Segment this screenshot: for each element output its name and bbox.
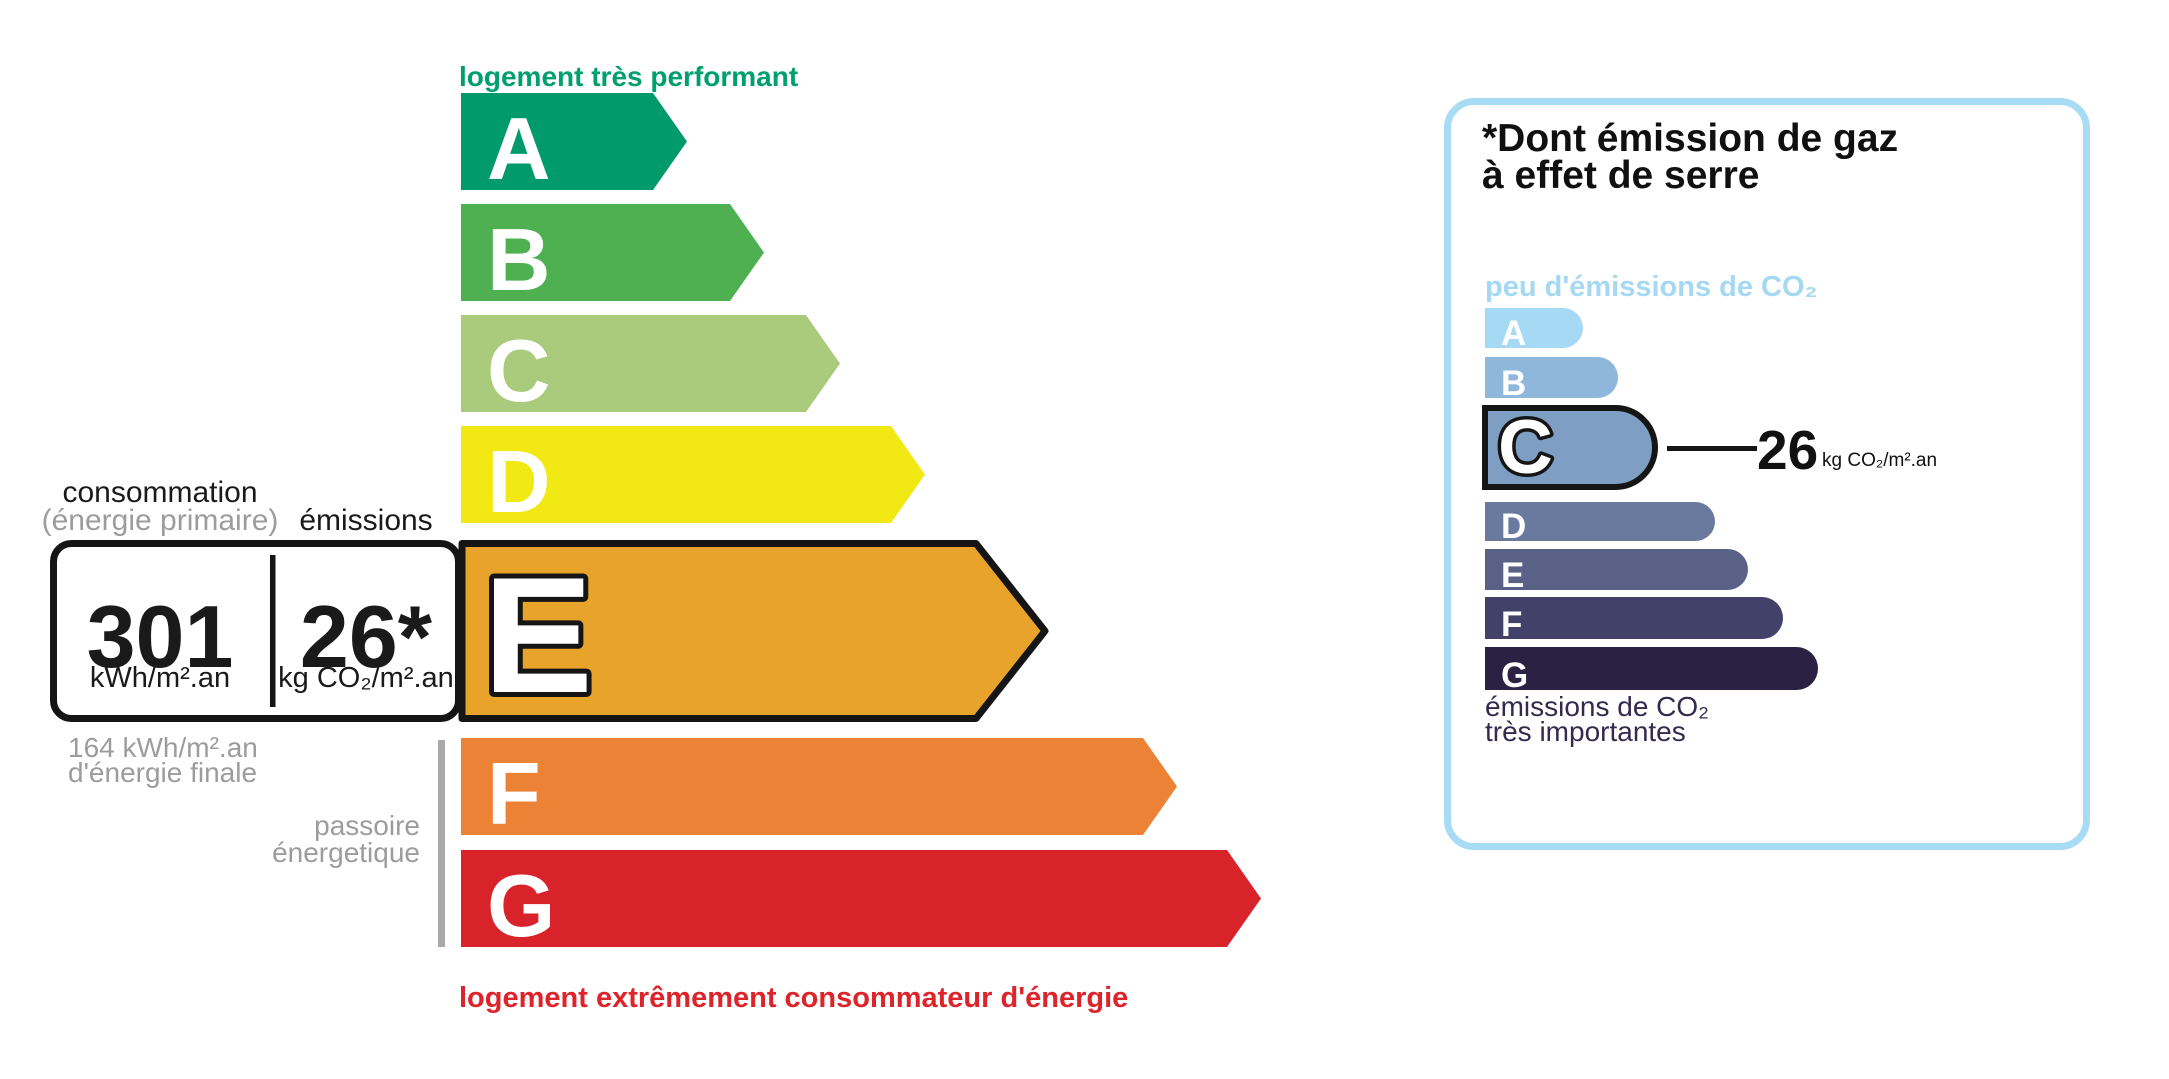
co2-value-connector-line — [1667, 446, 1757, 451]
co2-bottom-label-line1: émissions de CO₂ — [1485, 691, 1710, 722]
energy-class-bar-F: F — [461, 738, 1177, 835]
consumption-subheader: (énergie primaire) — [41, 504, 279, 537]
energy-class-letter: D — [487, 431, 551, 531]
co2-bottom-label-line2: très importantes — [1485, 716, 1686, 747]
co2-class-bar-D: D — [1485, 502, 1715, 546]
value-box-divider — [270, 555, 276, 707]
emissions-value: 26* — [299, 587, 433, 686]
selected-energy-class-letter: E — [483, 543, 593, 727]
co2-selected-class-bar: C — [1482, 402, 1658, 494]
energy-class-letter: F — [487, 743, 541, 843]
emissions-unit: kg CO₂/m².an — [278, 662, 454, 694]
co2-bottom-label: émissions de CO₂ très importantes — [1485, 691, 1710, 747]
energy-bottom-label: logement extrêmement consommateur d'éner… — [459, 982, 1129, 1014]
co2-class-letter: F — [1501, 605, 1523, 644]
energy-class-bar-D: D — [461, 426, 925, 523]
energy-class-letter: B — [487, 209, 551, 309]
co2-class-letter: D — [1501, 507, 1527, 546]
co2-value: 26 — [1757, 419, 1819, 481]
energy-class-bar-C: C — [461, 315, 840, 412]
energy-class-letter: C — [487, 320, 551, 420]
co2-class-bar-G: G — [1485, 647, 1818, 695]
energy-arrow-selected — [458, 540, 1049, 722]
energy-sieve-note: passoire énergetique — [220, 810, 420, 868]
energy-class-bar-G: G — [461, 850, 1261, 947]
consumption-header: consommation — [62, 476, 258, 509]
final-energy-value: 164 kWh/m².an — [68, 732, 258, 763]
energy-sieve-bracket — [438, 740, 445, 947]
co2-value-unit: kg CO₂/m².an — [1822, 450, 1938, 471]
energy-class-letter: G — [487, 855, 556, 955]
co2-panel-title: *Dont émission de gaz à effet de serre — [1482, 117, 1899, 197]
co2-class-letter: B — [1501, 364, 1527, 403]
co2-class-bar-E: E — [1485, 549, 1748, 595]
co2-class-letter: G — [1501, 656, 1529, 695]
energy-class-letter: A — [487, 98, 551, 198]
emissions-header: émissions — [299, 504, 433, 537]
sieve-line1: passoire — [314, 810, 420, 841]
co2-class-bar-B: B — [1485, 357, 1618, 403]
final-energy-note: 164 kWh/m².an d'énergie finale — [68, 732, 258, 788]
energy-class-bar-A: A — [461, 93, 687, 190]
consumption-value: 301 — [86, 587, 234, 686]
co2-panel-title-line2: à effet de serre — [1482, 154, 1760, 197]
sieve-line2: énergetique — [272, 837, 420, 868]
energy-top-label: logement très performant — [459, 61, 799, 92]
final-energy-caption: d'énergie finale — [68, 757, 258, 788]
co2-class-letter: A — [1501, 314, 1527, 353]
co2-class-bar-A: A — [1485, 308, 1583, 353]
co2-selected-letter-graphic: C — [1495, 402, 1557, 494]
co2-class-letter: E — [1501, 556, 1525, 595]
energy-class-bar-B: B — [461, 204, 764, 301]
selected-energy-class-row: E — [50, 538, 1049, 732]
co2-panel-title-line1: *Dont émission de gaz — [1482, 117, 1899, 160]
co2-class-bar-F: F — [1485, 597, 1783, 644]
consumption-unit: kWh/m².an — [89, 662, 231, 694]
co2-selected-class-letter: C — [1498, 411, 1553, 484]
co2-top-label: peu d'émissions de CO₂ — [1485, 271, 1818, 303]
